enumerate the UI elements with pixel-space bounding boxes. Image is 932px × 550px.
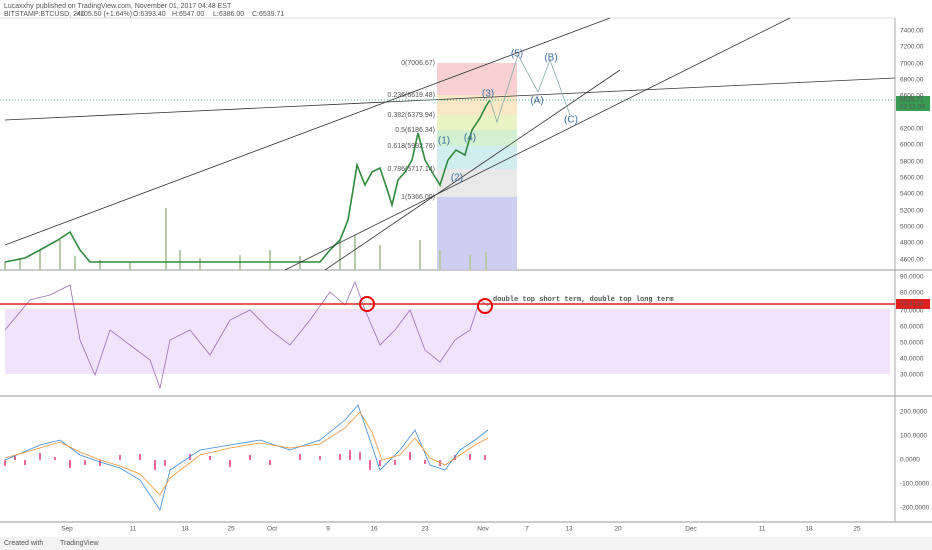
wave-label: (A) bbox=[530, 96, 543, 107]
rsi-current: 73.4138 bbox=[900, 301, 924, 308]
last-price: 6539.71 bbox=[900, 97, 924, 104]
price-tick-label: 4800.00 bbox=[900, 240, 924, 247]
macd-tick-label: -200.0000 bbox=[900, 505, 930, 512]
time-tick-label: 18 bbox=[805, 526, 813, 533]
marker-circle bbox=[477, 298, 493, 314]
trend-lines bbox=[4, 17, 896, 271]
price-tick-label: 5200.00 bbox=[900, 208, 924, 215]
fib-label: 0.618(5992.76) bbox=[388, 143, 435, 150]
published: published on TradingView.com, November 0… bbox=[36, 3, 232, 10]
wave-label: (4) bbox=[464, 133, 476, 144]
time-tick-label: 16 bbox=[370, 526, 378, 533]
price-tick-label: 7200.00 bbox=[900, 44, 924, 51]
wave-label: (3) bbox=[482, 89, 494, 100]
price-tick-label: 5000.00 bbox=[900, 224, 924, 231]
ticker-change: +105.50 (+1.64%) bbox=[76, 11, 132, 18]
projection bbox=[489, 53, 571, 124]
fib-retracement bbox=[437, 63, 517, 270]
wave-label: (B) bbox=[544, 53, 557, 64]
time-tick-label: 13 bbox=[565, 526, 573, 533]
time-tick-label: 7 bbox=[525, 526, 529, 533]
macd-tick-label: 200.0000 bbox=[900, 409, 927, 416]
time-tick-label: 20 bbox=[614, 526, 622, 533]
time-tick-label: 23 bbox=[421, 526, 429, 533]
price-tick-label: 5400.00 bbox=[900, 191, 924, 198]
rsi-tick-label: 50.0000 bbox=[900, 340, 924, 347]
annotation: double top short term, double top long t… bbox=[493, 296, 674, 304]
rsi-tick-label: 70.0000 bbox=[900, 308, 924, 315]
wave-label: (C) bbox=[564, 115, 578, 126]
rsi-line bbox=[4, 280, 489, 390]
macd-tick-label: 100.0000 bbox=[900, 433, 927, 440]
time-tick-label: Oct bbox=[267, 526, 277, 533]
marker-circle bbox=[359, 296, 375, 312]
price-tick-label: 6600.00 bbox=[900, 93, 924, 100]
price-tick-label: 6200.00 bbox=[900, 126, 924, 133]
time-tick-label: 11 bbox=[130, 526, 137, 533]
footer-bar bbox=[0, 537, 932, 550]
rsi-price-box bbox=[896, 299, 930, 309]
footer-brand: TradingView bbox=[60, 540, 99, 547]
wave-label: (1) bbox=[438, 136, 450, 147]
price-tick-label: 4600.00 bbox=[900, 257, 924, 264]
macd-tick-label: 0.0000 bbox=[900, 457, 920, 464]
time-tick-label: 25 bbox=[853, 526, 861, 533]
fib-label: 0.5(6186.34) bbox=[395, 127, 435, 134]
last-price-box bbox=[896, 96, 930, 111]
volume-bars bbox=[4, 208, 487, 270]
fib-label: 0.236(6619.48) bbox=[388, 92, 435, 99]
wave-label: (2) bbox=[451, 173, 463, 184]
ticker-open: O:6393.40 bbox=[133, 11, 166, 18]
rsi-tick-label: 60.0000 bbox=[900, 324, 924, 331]
price-tick-label: 6800.00 bbox=[900, 77, 924, 84]
ticker-close: C:6539.71 bbox=[252, 11, 284, 18]
ticker-low: L:6386.00 bbox=[213, 11, 244, 18]
time-tick-label: 25 bbox=[227, 526, 235, 533]
fib-label: 0.382(6379.94) bbox=[388, 112, 435, 119]
ticker-symbol: BITSTAMP:BTCUSD, 240 bbox=[4, 11, 85, 18]
footer-created: Created with bbox=[4, 540, 43, 547]
time-tick-label: Nov bbox=[477, 526, 489, 533]
price-tick-label: 6000.00 bbox=[900, 142, 924, 149]
price-tick-label: 7400.00 bbox=[900, 28, 924, 35]
price-tick-label: 5600.00 bbox=[900, 175, 924, 182]
time-tick-label: 11 bbox=[759, 526, 766, 533]
price-tick-label: 5800.00 bbox=[900, 159, 924, 166]
rsi-tick-label: 90.0000 bbox=[900, 274, 924, 281]
rsi-tick-label: 40.0000 bbox=[900, 356, 924, 363]
author: Lucaxxhy bbox=[4, 3, 34, 10]
time-tick-label: 9 bbox=[326, 526, 330, 533]
macd-tick-label: -100.0000 bbox=[900, 481, 930, 488]
price-line bbox=[4, 99, 491, 263]
macd-line bbox=[4, 404, 489, 511]
signal-line bbox=[4, 411, 489, 496]
time-tick-label: Dec bbox=[685, 526, 697, 533]
time-tick-label: 18 bbox=[181, 526, 189, 533]
rsi-tick-label: 30.0000 bbox=[900, 372, 924, 379]
price-tick-label: 7000.00 bbox=[900, 61, 924, 68]
fib-label: 1(5366.00) bbox=[401, 194, 435, 201]
ticker-high: H:6547.00 bbox=[172, 11, 204, 18]
fib-label: 0(7006.67) bbox=[401, 60, 435, 67]
wave-label: (5) bbox=[511, 49, 523, 60]
countdown: 02:11:09 bbox=[900, 104, 925, 111]
rsi-band bbox=[5, 309, 890, 374]
time-tick-label: Sep bbox=[61, 526, 73, 533]
rsi-tick-label: 80.0000 bbox=[900, 290, 924, 297]
fib-label: 0.786(5717.14) bbox=[388, 166, 435, 173]
